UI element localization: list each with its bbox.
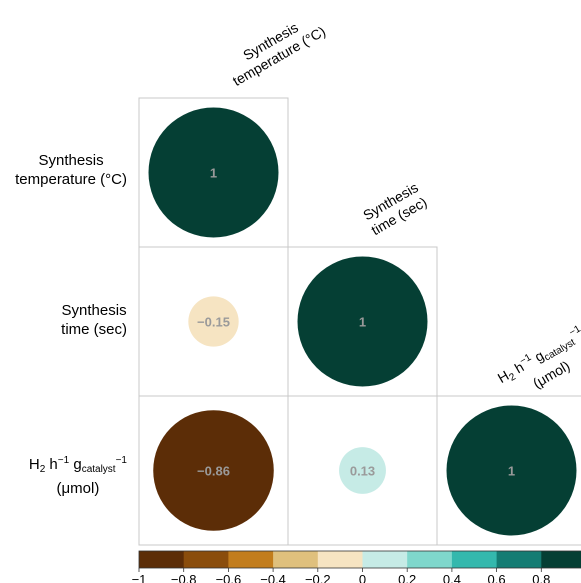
colorbar-tick-label-4: −0.2 <box>305 572 331 583</box>
corr-value-label-2-0: −0.86 <box>197 464 230 479</box>
colorbar-segment-6 <box>407 551 453 568</box>
colorbar-segment-7 <box>451 551 498 568</box>
colorbar-tick-label-3: −0.4 <box>260 572 286 583</box>
colorbar-segment-8 <box>496 551 542 568</box>
corr-value-label-0-0: 1 <box>210 166 217 181</box>
corr-value-label-2-2: 1 <box>508 464 515 479</box>
colorbar-tick-label-2: −0.6 <box>216 572 242 583</box>
correlation-circles: 1 −0.15 1 −0.86 0.13 1 <box>148 107 577 536</box>
colorbar-segment-3 <box>273 551 319 568</box>
row-label-temperature: Synthesis temperature (°C) <box>15 152 127 188</box>
colorbar-tick-label-7: 0.4 <box>443 572 461 583</box>
colorbar-segment-4 <box>317 551 363 568</box>
row-label-time: Synthesis time (sec) <box>61 302 127 338</box>
corr-circle-2-0 <box>153 410 274 531</box>
corr-circle-1-1 <box>297 256 428 387</box>
colorbar-segment-1 <box>183 551 229 568</box>
colorbar-tick-label-9: 0.8 <box>532 572 550 583</box>
corr-value-label-2-1: 0.13 <box>350 464 375 479</box>
colorbar-segment-0 <box>139 551 185 568</box>
corr-circle-0-0 <box>148 107 279 238</box>
colorbar-tick-label-1: −0.8 <box>171 572 197 583</box>
colorbar-tick-label-0: −1 <box>132 572 147 583</box>
colorbar-tick-label-6: 0.2 <box>398 572 416 583</box>
grid-cell-2-2 <box>436 395 581 546</box>
colorbar: −1−0.8−0.6−0.4−0.200.20.40.60.81 <box>132 550 581 583</box>
colorbar-segment-2 <box>228 551 274 568</box>
corr-circle-1-0 <box>188 296 239 347</box>
cell-grid <box>138 97 581 546</box>
corr-value-label-1-1: 1 <box>359 315 366 330</box>
corr-circle-2-2 <box>446 405 577 536</box>
colorbar-tick-label-8: 0.6 <box>488 572 506 583</box>
row-label-h2: H2 h−1 gcatalyst−1 (μmol) <box>28 455 127 497</box>
corr-value-label-1-0: −0.15 <box>197 315 230 330</box>
colorbar-segment-9 <box>541 551 581 568</box>
colorbar-segment-5 <box>362 551 408 568</box>
corr-circle-2-1 <box>339 447 386 494</box>
colorbar-tick-label-5: 0 <box>359 572 366 583</box>
